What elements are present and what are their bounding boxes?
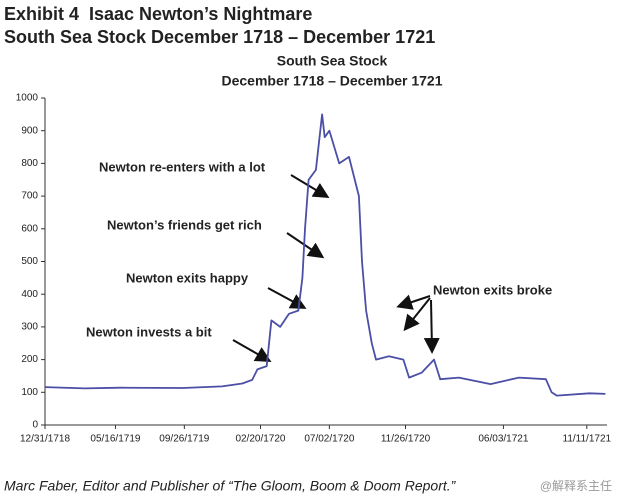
x-tick-label: 09/26/1719 bbox=[159, 434, 209, 445]
y-tick-label: 200 bbox=[21, 354, 38, 365]
x-tick-label: 07/02/1720 bbox=[304, 434, 354, 445]
arrow bbox=[423, 299, 440, 354]
chart-title: South Sea Stock bbox=[277, 53, 388, 69]
x-tick-label: 11/11/1721 bbox=[563, 434, 612, 445]
y-tick-label: 100 bbox=[21, 387, 38, 398]
y-tick-label: 1000 bbox=[16, 93, 39, 104]
y-tick-label: 800 bbox=[21, 158, 38, 169]
price-line bbox=[44, 113, 606, 397]
y-tick-label: 700 bbox=[21, 191, 38, 202]
annotation: Newton exits broke bbox=[433, 282, 552, 297]
y-tick-label: 300 bbox=[21, 322, 38, 333]
heading: Exhibit 4 Isaac Newton’s Nightmare bbox=[4, 4, 312, 24]
heading: South Sea Stock December 1718 – December… bbox=[4, 27, 435, 47]
watermark: @解释系主任 bbox=[540, 479, 612, 493]
y-tick-label: 400 bbox=[21, 289, 38, 300]
arrow bbox=[403, 297, 431, 332]
x-tick-label: 12/31/1718 bbox=[20, 434, 70, 445]
y-tick-label: 500 bbox=[21, 256, 38, 267]
source: Marc Faber, Editor and Publisher of “The… bbox=[4, 478, 457, 494]
x-tick-label: 06/03/1721 bbox=[478, 434, 528, 445]
annotation: Newton’s friends get rich bbox=[107, 217, 262, 232]
arrow bbox=[232, 339, 272, 362]
arrow bbox=[267, 287, 307, 309]
y-tick-label: 900 bbox=[21, 125, 38, 136]
arrow bbox=[396, 294, 431, 310]
y-tick-label: 600 bbox=[21, 223, 38, 234]
annotation: Newton re-enters with a lot bbox=[99, 159, 266, 174]
y-tick-label: 0 bbox=[32, 420, 38, 431]
annotation: Newton exits happy bbox=[126, 270, 249, 285]
x-tick-label: 11/26/1720 bbox=[381, 434, 431, 445]
chart-subtitle: December 1718 – December 1721 bbox=[221, 73, 442, 89]
x-tick-label: 02/20/1720 bbox=[235, 434, 285, 445]
x-tick-label: 05/16/1719 bbox=[90, 434, 140, 445]
annotation: Newton invests a bit bbox=[86, 324, 212, 339]
